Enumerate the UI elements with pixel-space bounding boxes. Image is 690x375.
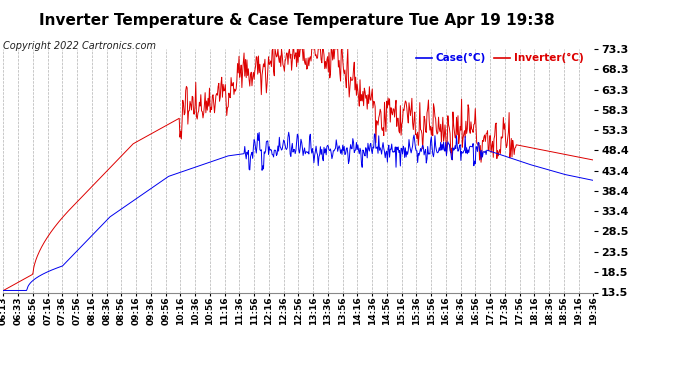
Text: Inverter Temperature & Case Temperature Tue Apr 19 19:38: Inverter Temperature & Case Temperature … bbox=[39, 13, 555, 28]
Legend: Case(°C), Inverter(°C): Case(°C), Inverter(°C) bbox=[412, 49, 588, 68]
Text: Copyright 2022 Cartronics.com: Copyright 2022 Cartronics.com bbox=[3, 41, 157, 51]
